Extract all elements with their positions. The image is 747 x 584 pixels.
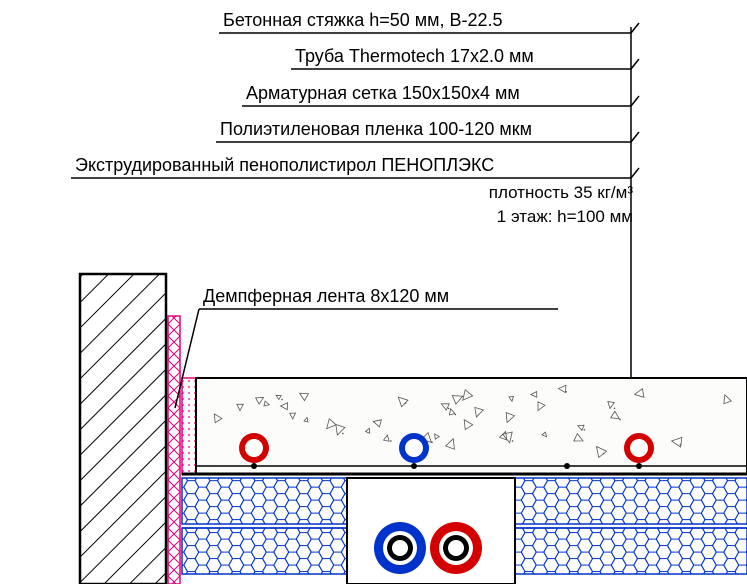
edge-strip bbox=[182, 378, 196, 474]
layer-label: Полиэтиленовая пленка 100-120 мкм bbox=[220, 119, 532, 139]
layer-label: Труба Thermotech 17х2.0 мм bbox=[295, 46, 534, 66]
wall bbox=[80, 274, 166, 584]
leader-tick bbox=[631, 132, 639, 142]
layer-desc: 1 этаж: h=100 мм bbox=[497, 207, 633, 226]
layer-label: Бетонная стяжка h=50 мм, В-22.5 bbox=[223, 10, 503, 30]
floor-pipe bbox=[399, 433, 429, 463]
leader-tick bbox=[631, 59, 639, 69]
layer-label: Арматурная сетка 150х150х4 мм bbox=[246, 83, 520, 103]
leader-tick bbox=[631, 23, 639, 33]
main-pipe bbox=[430, 522, 482, 574]
leader-tick bbox=[631, 168, 639, 178]
mesh-node bbox=[251, 463, 257, 469]
leader-tick bbox=[631, 96, 639, 106]
main-pipe bbox=[374, 522, 426, 574]
mains-box bbox=[347, 478, 515, 584]
floor-pipe bbox=[239, 433, 269, 463]
mesh-node bbox=[411, 463, 417, 469]
mesh-node bbox=[564, 463, 570, 469]
damper-tape bbox=[168, 316, 180, 584]
layer-label: Экструдированный пенополистирол ПЕНОПЛЭК… bbox=[75, 155, 494, 175]
damper-label: Демпферная лента 8х120 мм bbox=[203, 286, 449, 306]
mesh-node bbox=[636, 463, 642, 469]
layer-desc: плотность 35 кг/м³ bbox=[489, 183, 634, 202]
floor-pipe bbox=[624, 433, 654, 463]
